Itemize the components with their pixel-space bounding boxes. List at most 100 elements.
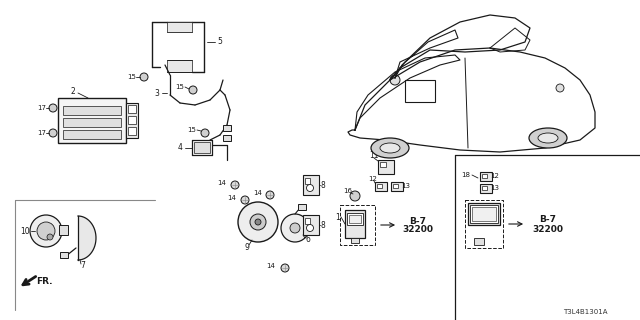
Circle shape	[281, 264, 289, 272]
Bar	[63, 130, 121, 139]
Ellipse shape	[380, 143, 400, 153]
Text: B-7: B-7	[410, 218, 426, 227]
Bar	[63, 106, 121, 115]
Circle shape	[37, 222, 55, 240]
Ellipse shape	[529, 128, 567, 148]
Bar	[391, 182, 403, 191]
Bar	[405, 80, 435, 102]
Bar	[378, 160, 394, 174]
Bar	[470, 205, 498, 223]
Bar	[58, 98, 126, 143]
Circle shape	[30, 215, 62, 247]
Bar	[472, 207, 496, 221]
Text: 17: 17	[38, 130, 47, 136]
Bar	[305, 178, 310, 184]
Circle shape	[201, 129, 209, 137]
Bar	[303, 175, 319, 195]
Text: 32200: 32200	[532, 225, 563, 234]
Bar	[345, 210, 365, 238]
Bar	[305, 218, 310, 224]
Bar	[474, 238, 484, 245]
Circle shape	[140, 73, 148, 81]
Bar	[377, 184, 382, 188]
Bar	[126, 103, 138, 138]
Text: T3L4B1301A: T3L4B1301A	[563, 309, 607, 315]
Text: 14: 14	[228, 195, 236, 201]
Circle shape	[231, 181, 239, 189]
Text: 7: 7	[81, 261, 85, 270]
Bar	[194, 142, 210, 153]
Text: 2: 2	[70, 86, 76, 95]
Circle shape	[556, 84, 564, 92]
Bar	[340, 205, 375, 245]
Text: 12: 12	[369, 176, 378, 182]
Circle shape	[350, 191, 360, 201]
Bar	[380, 162, 386, 167]
Circle shape	[290, 223, 300, 233]
Text: 17: 17	[38, 105, 47, 111]
Ellipse shape	[371, 138, 409, 158]
Text: 3: 3	[155, 89, 159, 98]
Text: 14: 14	[218, 180, 227, 186]
Bar	[60, 252, 68, 258]
Text: 16: 16	[344, 188, 353, 194]
Bar	[223, 135, 231, 141]
Bar	[128, 116, 136, 124]
Text: 15: 15	[175, 84, 184, 90]
Text: 18: 18	[461, 172, 470, 178]
Bar	[468, 203, 500, 225]
Circle shape	[390, 75, 400, 85]
Text: 15: 15	[188, 127, 196, 133]
Text: 4: 4	[177, 143, 182, 153]
Circle shape	[307, 225, 314, 231]
Ellipse shape	[538, 133, 558, 143]
Bar	[303, 215, 319, 235]
Bar	[351, 238, 359, 243]
Circle shape	[49, 104, 57, 112]
Bar	[349, 215, 361, 223]
Bar	[63, 118, 121, 127]
Bar	[375, 182, 387, 191]
Bar	[59, 225, 68, 235]
Text: 6: 6	[305, 236, 310, 244]
Bar	[167, 22, 192, 32]
Bar	[482, 174, 487, 178]
Text: 14: 14	[267, 263, 275, 269]
Text: 5: 5	[218, 37, 223, 46]
Circle shape	[47, 234, 53, 240]
Circle shape	[266, 191, 274, 199]
Text: 10: 10	[20, 227, 30, 236]
Bar	[128, 105, 136, 113]
Circle shape	[281, 214, 309, 242]
Bar	[298, 204, 306, 210]
Circle shape	[250, 214, 266, 230]
Text: 9: 9	[244, 244, 250, 252]
Circle shape	[49, 129, 57, 137]
Bar	[347, 213, 363, 225]
Bar	[480, 184, 492, 193]
Circle shape	[241, 196, 249, 204]
Text: 8: 8	[321, 220, 325, 229]
Circle shape	[189, 86, 197, 94]
Text: FR.: FR.	[36, 277, 52, 286]
Circle shape	[255, 219, 261, 225]
Bar	[393, 184, 398, 188]
Text: 13: 13	[401, 183, 410, 189]
Text: B-7: B-7	[540, 215, 557, 225]
Bar	[167, 60, 192, 72]
Bar	[465, 200, 503, 248]
Bar	[223, 125, 231, 131]
Bar	[482, 186, 487, 190]
Text: 12: 12	[491, 173, 499, 179]
Text: 32200: 32200	[403, 226, 433, 235]
Text: 8: 8	[321, 180, 325, 189]
Text: 15: 15	[127, 74, 136, 80]
Text: 11: 11	[369, 151, 379, 161]
Text: 1: 1	[335, 212, 340, 221]
Circle shape	[307, 185, 314, 191]
Circle shape	[238, 202, 278, 242]
Text: 13: 13	[490, 185, 499, 191]
Bar	[480, 172, 492, 181]
Bar	[128, 127, 136, 135]
Text: 14: 14	[253, 190, 262, 196]
